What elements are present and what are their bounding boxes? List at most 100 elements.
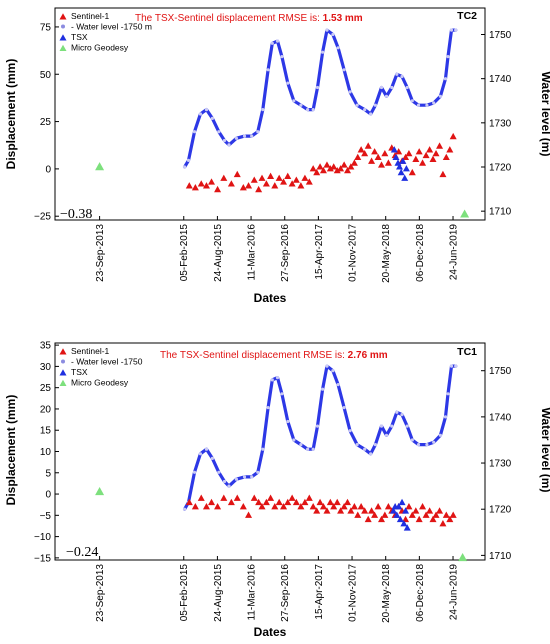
water-level-point [443, 415, 448, 419]
sentinel1-point [316, 163, 324, 170]
y-axis-left-ticks: −25 0 25 50 75 [34, 22, 59, 223]
water-level-point [400, 413, 404, 417]
water-level-line [183, 28, 458, 169]
tsx-point [401, 174, 409, 181]
water-level-point [315, 85, 320, 90]
panel-label: TC2 [457, 10, 477, 22]
sentinel1-point [313, 507, 321, 514]
sentinel1-point [214, 503, 222, 510]
tsx-point [398, 498, 406, 506]
x-tick-label: 01-Nov-2017 [348, 224, 359, 282]
tsx-point [393, 511, 401, 518]
water-level-point [210, 456, 214, 460]
water-level-point [400, 74, 404, 79]
water-level-point [410, 438, 414, 442]
sentinel1-point [185, 182, 193, 189]
water-level-point [222, 479, 227, 484]
legend-label: Sentinel-1 [71, 11, 110, 21]
sentinel1-point [436, 142, 444, 149]
water-level-point [384, 433, 389, 437]
water-level-point [217, 470, 221, 474]
sentinel1-point [262, 498, 270, 506]
x-tick-label: 24-Jun-2019 [449, 224, 460, 281]
sentinel1-point [309, 503, 317, 510]
sentinel1-point [364, 515, 372, 523]
sentinel1-point [384, 503, 392, 510]
sentinel1-point [227, 180, 235, 187]
sentinel1-point [405, 503, 413, 510]
rmse-prefix: The TSX-Sentinel displacement RMSE is: [135, 13, 323, 24]
sentinel1-point [419, 503, 427, 510]
y-tick-label: 20 [40, 404, 52, 415]
water-level-point [355, 443, 359, 447]
water-level-point [454, 28, 458, 32]
y-axis-right-title: Water level (m) [539, 408, 550, 493]
water-level-point [379, 424, 384, 428]
sentinel1-point [347, 163, 355, 170]
y2-tick-label: 1710 [489, 551, 512, 562]
water-level-series [183, 364, 458, 511]
water-level-point [222, 138, 227, 143]
water-level-point [261, 108, 265, 112]
y-tick-label: 5 [45, 468, 51, 479]
sentinel1-point [361, 507, 369, 514]
sentinel1-point [361, 149, 369, 157]
sentinel1-point [422, 151, 430, 159]
water-level-point [432, 101, 436, 105]
water-level-point [299, 103, 303, 107]
x-tick-label: 23-Sep-2013 [95, 224, 106, 282]
sentinel1-point [262, 180, 270, 187]
legend: Sentinel-1- Water level -1750 mTSXMicro … [59, 11, 152, 53]
legend-marker [61, 24, 65, 29]
y-tick-label: −10 [34, 532, 51, 543]
sentinel1-point [381, 511, 389, 518]
x-tick-label: 11-Mar-2016 [247, 224, 258, 281]
x-tick-label: 20-May-2018 [381, 564, 392, 623]
water-level-point [311, 108, 315, 112]
sentinel1-point [271, 503, 279, 510]
panel-label: TC1 [457, 346, 477, 358]
water-level-point [425, 103, 429, 107]
sentinel1-point [347, 507, 355, 514]
sentinel1-point [220, 174, 228, 181]
sentinel1-point [292, 176, 300, 183]
water-level-point [286, 419, 290, 424]
sentinel1-point [191, 503, 199, 510]
offset-label: −0.24 [66, 545, 98, 560]
sentinel1-point [357, 146, 365, 153]
legend-label: - Water level -1750 [71, 357, 143, 367]
legend-marker [59, 13, 67, 20]
sentinel1-point [364, 142, 372, 149]
tsx-point [402, 507, 410, 514]
water-level-point [425, 443, 429, 447]
legend-marker [59, 379, 67, 387]
sentinel1-point [191, 184, 199, 191]
y-axis-right-ticks: 1710 1720 1730 1740 1750 [481, 30, 512, 218]
sentinel1-series [185, 132, 457, 193]
sentinel1-point [439, 520, 447, 527]
sentinel1-point [319, 503, 327, 510]
water-level-point [379, 85, 384, 90]
sentinel1-point [357, 503, 365, 510]
y-tick-label: 75 [40, 22, 52, 33]
micro-geodesy-point [458, 553, 468, 562]
water-level-point [336, 383, 340, 387]
sentinel1-point [368, 157, 376, 164]
x-tick-label: 01-Nov-2017 [348, 564, 359, 622]
sentinel1-point [442, 511, 450, 518]
water-level-point [192, 470, 197, 474]
sentinel1-point [377, 161, 385, 168]
y2-tick-label: 1730 [489, 118, 512, 129]
water-level-point [183, 507, 187, 511]
water-level-point [286, 81, 290, 85]
tsx-point [389, 507, 397, 514]
x-axis-ticks: 23-Sep-2013 05-Feb-2015 24-Aug-2015 11-Mar-… [95, 216, 460, 283]
water-level-point [373, 443, 377, 447]
sentinel1-point [340, 161, 348, 168]
x-tick-label: 23-Sep-2013 [95, 564, 106, 622]
sentinel1-point [208, 498, 216, 506]
plot-area-tc2: −25 0 25 50 75 1710 1720 1730 1740 1750 23-Sep-2… [34, 7, 512, 283]
sentinel1-point [208, 178, 216, 185]
water-level-point [299, 443, 303, 447]
sentinel1-point [284, 172, 292, 179]
